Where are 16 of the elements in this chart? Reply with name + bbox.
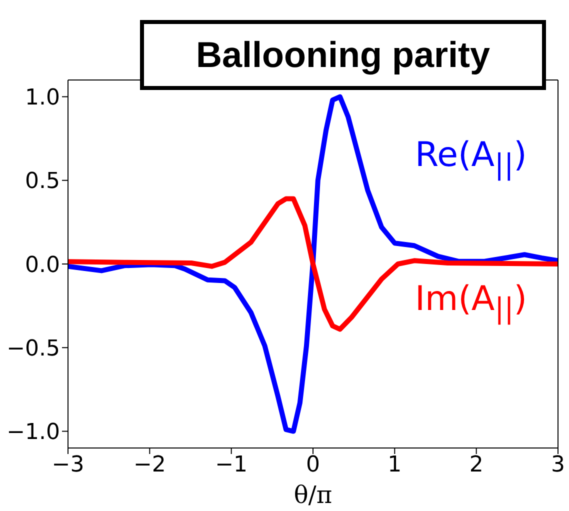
x-tick-label: −1: [215, 452, 248, 478]
series-label: Im(A$_{||}$): [415, 279, 528, 325]
x-axis-title: θ/π: [294, 481, 332, 509]
y-tick-label: 0.5: [25, 169, 60, 194]
y-tick-label: −0.5: [6, 336, 60, 362]
chart-title: Ballooning parity: [140, 20, 546, 90]
y-tick-label: 1.0: [25, 86, 60, 111]
series-label: Re(A$_{||}$): [415, 135, 527, 181]
y-tick-label: −1.0: [6, 420, 60, 446]
x-tick-label: 0: [306, 452, 320, 478]
x-tick-label: 3: [551, 452, 565, 478]
x-tick-label: 1: [388, 452, 402, 478]
x-tick-label: −2: [133, 452, 166, 478]
x-tick-label: 2: [469, 452, 484, 478]
x-tick-label: −3: [52, 452, 84, 478]
y-tick-label: 0.0: [25, 252, 60, 278]
